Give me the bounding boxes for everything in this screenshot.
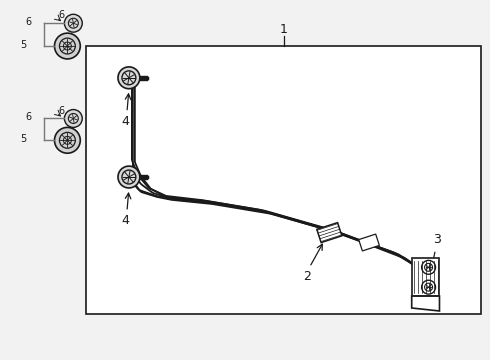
Polygon shape <box>317 222 342 243</box>
Text: 6: 6 <box>25 17 32 27</box>
Text: 3: 3 <box>434 233 441 246</box>
Circle shape <box>118 67 140 89</box>
Polygon shape <box>412 296 440 311</box>
Text: 6: 6 <box>58 10 65 20</box>
Bar <box>86 46 481 314</box>
Text: 5: 5 <box>21 134 27 144</box>
Bar <box>412 258 440 296</box>
Text: 4: 4 <box>121 214 129 227</box>
Circle shape <box>64 109 82 127</box>
Text: 2: 2 <box>304 270 312 283</box>
Text: 6: 6 <box>25 112 32 122</box>
Circle shape <box>54 33 80 59</box>
Text: 4: 4 <box>121 115 129 128</box>
Text: 5: 5 <box>21 40 27 50</box>
Text: 6: 6 <box>58 105 65 116</box>
Text: 1: 1 <box>280 23 288 36</box>
Circle shape <box>64 14 82 32</box>
Circle shape <box>54 127 80 153</box>
Circle shape <box>118 166 140 188</box>
Polygon shape <box>359 234 379 251</box>
